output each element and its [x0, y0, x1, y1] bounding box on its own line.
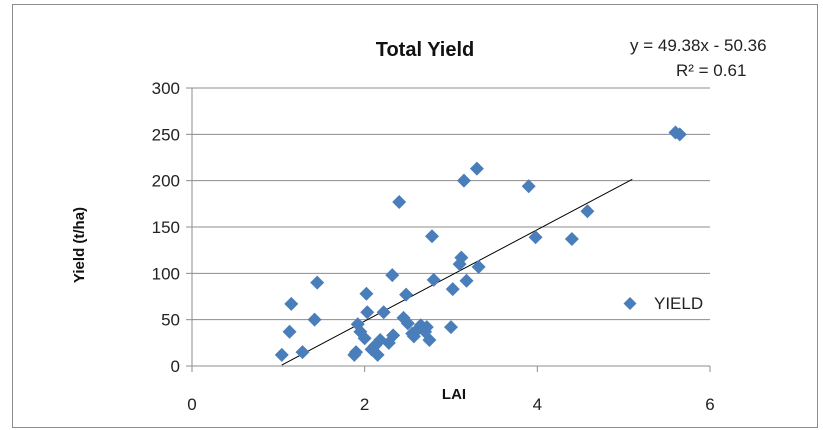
data-point	[444, 320, 458, 335]
data-point	[282, 324, 297, 339]
data-point	[456, 173, 471, 188]
data-point	[392, 194, 407, 209]
x-tick-label: 2	[360, 395, 369, 414]
data-point	[528, 230, 543, 245]
data-point	[307, 312, 322, 327]
data-point	[284, 296, 299, 311]
data-point	[426, 272, 441, 287]
data-point	[386, 328, 401, 343]
y-tick-label: 250	[152, 125, 180, 144]
data-point	[445, 282, 460, 297]
data-point	[580, 204, 595, 219]
data-point	[454, 250, 469, 265]
data-point	[310, 275, 325, 290]
data-point	[357, 331, 372, 346]
y-tick-label: 200	[152, 172, 180, 191]
axes: 0 50 100 150 200 250 300 0 2 4 6	[152, 79, 715, 414]
data-point	[471, 259, 486, 274]
x-tick-label: 0	[187, 395, 196, 414]
data-point	[400, 316, 415, 331]
y-tick-label: 150	[152, 218, 180, 237]
chart-frame	[12, 4, 818, 428]
y-tick-label: 50	[161, 311, 180, 330]
data-point	[376, 305, 391, 320]
x-tick-label: 4	[533, 395, 542, 414]
y-tick-label: 0	[171, 357, 180, 376]
data-point	[360, 305, 375, 320]
legend: YIELD	[623, 294, 703, 313]
data-point	[422, 333, 437, 348]
data-point	[295, 345, 310, 360]
chart-title: Total Yield	[376, 39, 475, 61]
trendline-layer	[281, 178, 633, 366]
data-point	[521, 179, 536, 194]
trendline-equation: y = 49.38x - 50.36	[630, 36, 767, 55]
data-point	[399, 287, 414, 302]
x-axis-label: LAI	[442, 386, 466, 403]
data-point	[469, 161, 484, 176]
data-point	[359, 286, 374, 301]
data-points	[274, 125, 687, 362]
data-point	[425, 229, 440, 244]
data-point	[274, 347, 289, 362]
legend-marker	[623, 297, 637, 310]
data-point	[459, 273, 474, 288]
trendline-r-squared: R² = 0.61	[676, 61, 746, 80]
trendline	[281, 178, 633, 366]
y-tick-label: 300	[152, 79, 180, 98]
data-point	[349, 345, 364, 360]
grid-lines	[192, 87, 710, 321]
data-point	[370, 347, 385, 362]
data-point	[385, 268, 400, 283]
data-point	[419, 320, 434, 335]
data-point	[672, 127, 687, 142]
x-tick-label: 6	[705, 395, 714, 414]
legend-entry-yield: YIELD	[654, 294, 703, 313]
y-tick-label: 100	[152, 264, 180, 283]
y-axis-label: Yield (t/ha)	[71, 207, 88, 283]
data-point	[564, 232, 579, 247]
